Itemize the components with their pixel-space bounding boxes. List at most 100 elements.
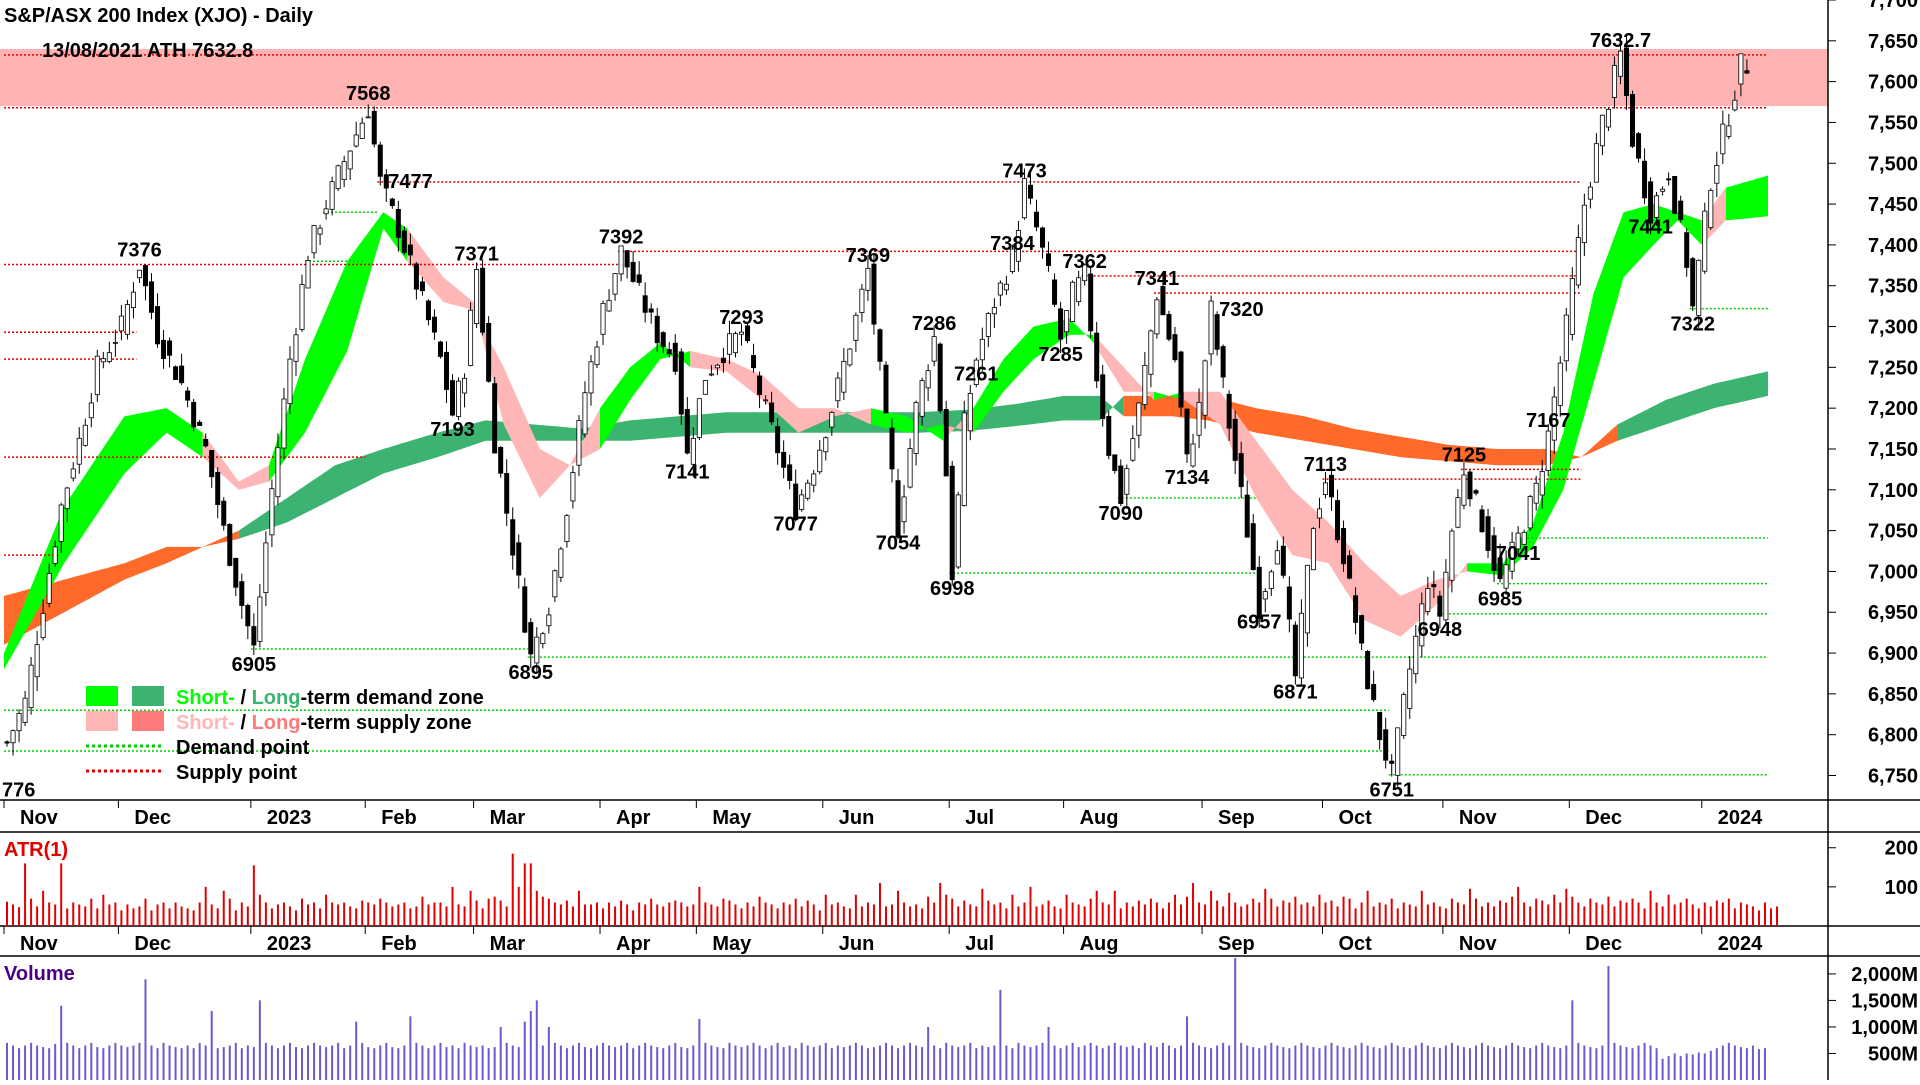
candle-up [46, 573, 52, 604]
candle-down [1166, 314, 1172, 340]
candle-up [1557, 362, 1563, 406]
candle-down [678, 351, 684, 415]
candle-up [22, 697, 28, 723]
candle-up [1190, 443, 1196, 467]
candle-up [817, 449, 823, 473]
candle-down [1347, 555, 1353, 579]
candle-down [949, 465, 955, 581]
short-term-band-segment [1093, 334, 1154, 400]
candle-down [684, 409, 690, 454]
candle-up [1443, 571, 1449, 621]
swing-label: 7369 [846, 245, 891, 267]
candle-up [1455, 497, 1461, 528]
candle-down [1744, 70, 1750, 74]
price-x-tick-label: 2023 [267, 807, 312, 829]
price-x-tick-label: Jul [965, 807, 994, 829]
candle-down [1292, 624, 1298, 677]
candle-down [1341, 528, 1347, 565]
candle-down [498, 446, 504, 474]
candle-down [787, 464, 793, 481]
candle-up [582, 392, 588, 435]
candle-up [1581, 204, 1587, 244]
price-y-tick-label: 7,400 [1868, 235, 1918, 257]
candle-down [1088, 273, 1094, 332]
candle-up [28, 664, 34, 709]
candle-up [1533, 482, 1539, 504]
candle-up [94, 355, 100, 396]
price-y-tick-label: 7,100 [1868, 480, 1918, 502]
price-y-tick-label: 7,650 [1868, 31, 1918, 53]
candle-up [1593, 143, 1599, 183]
candle-down [407, 244, 413, 256]
candle-up [1196, 401, 1202, 436]
swing-label: 6998 [930, 578, 975, 600]
candle-down [1365, 651, 1371, 690]
atr-x-tick-label: Dec [1585, 933, 1622, 955]
candle-down [636, 274, 642, 283]
candle-up [1696, 259, 1702, 316]
candle-down [437, 341, 443, 357]
swing-label: 6957 [1237, 612, 1282, 634]
price-y-tick-label: 7,700 [1868, 0, 1918, 12]
short-term-band-segment [973, 318, 1094, 433]
price-x-tick-label: May [712, 807, 752, 829]
candle-up [1395, 727, 1401, 776]
short-term-band [4, 175, 1768, 670]
candle-up [738, 331, 745, 335]
atr-panel-title: ATR(1) [4, 839, 68, 861]
candle-up [112, 341, 118, 344]
candle-down [1238, 453, 1244, 488]
candle-down [383, 174, 389, 189]
candle-down [1046, 253, 1052, 266]
atr-x-tick-label: Feb [381, 933, 417, 955]
candle-down [1437, 595, 1443, 617]
candle-down [389, 198, 395, 207]
swing-label: 7285 [1038, 344, 1083, 366]
candle-down [883, 364, 889, 414]
price-y-axis: 6,750 6,800 6,850 6,900 6,950 7,000 7,050 7,100… [1828, 0, 1918, 788]
candle-up [130, 291, 136, 308]
candle-down [1636, 133, 1642, 159]
short-term-band-segment [1725, 175, 1768, 221]
candle-up [100, 358, 106, 363]
legend-supply-rest: -term supply zone [300, 712, 471, 734]
atr-y-axis: 100 200 [1828, 838, 1918, 899]
legend-demand-rest: -term demand zone [300, 687, 483, 709]
atr-x-tick-label: Jul [965, 933, 994, 955]
swing-label: 7293 [719, 307, 764, 329]
candle-down [720, 357, 726, 363]
candle-down [1280, 545, 1286, 576]
candle-down [395, 209, 401, 238]
price-x-tick-label: Apr [616, 807, 651, 829]
candle-down [413, 263, 419, 290]
candle-up [1569, 278, 1575, 335]
swing-label: 7322 [1670, 314, 1715, 336]
swing-label: 7286 [912, 313, 957, 335]
candle-down [209, 449, 215, 478]
volume-bars [6, 958, 1766, 1080]
candle-up [1268, 571, 1274, 589]
candle-down [1160, 286, 1166, 316]
candle-up [570, 472, 576, 502]
candle-up [1587, 186, 1593, 200]
candle-up [281, 398, 287, 449]
candle-down [510, 519, 516, 556]
candle-up [576, 419, 582, 466]
candle-down [1666, 178, 1672, 181]
legend-swatch-short-supply [86, 711, 118, 731]
candle-down [1184, 408, 1190, 455]
price-y-tick-label: 7,050 [1868, 521, 1918, 543]
candle-down [203, 439, 209, 447]
candle-down [1118, 465, 1124, 504]
candle-up [847, 348, 853, 366]
swing-label: 6751 [1369, 780, 1414, 802]
candle-up [714, 364, 720, 369]
candle-up [1298, 612, 1304, 679]
candle-down [781, 451, 787, 468]
candle-down [666, 349, 672, 355]
swing-label: 7441 [1628, 216, 1673, 238]
candle-down [251, 626, 257, 646]
short-term-band-segment [870, 408, 944, 441]
candle-down [1623, 47, 1630, 96]
